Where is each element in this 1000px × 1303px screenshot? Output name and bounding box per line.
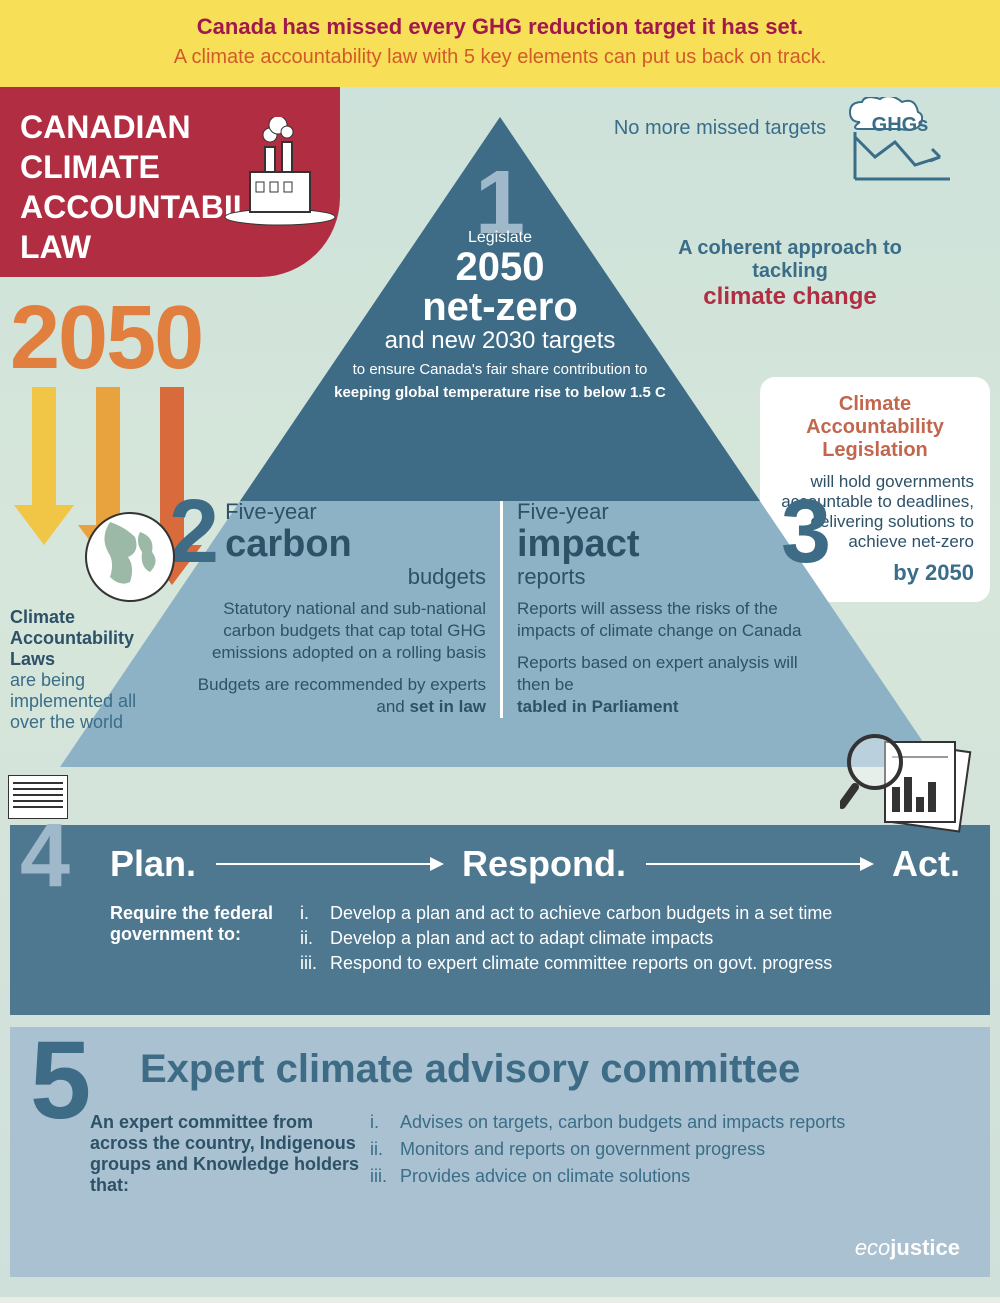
item-text: Monitors and reports on government progr…	[400, 1139, 765, 1159]
step-3-body2b: tabled in Parliament	[517, 697, 679, 716]
step-5: 5 Expert climate advisory committee An e…	[10, 1027, 990, 1277]
step-2-body2: Budgets are recommended by experts and s…	[169, 674, 486, 718]
step-2-pre: Five-year	[225, 501, 486, 523]
step-4-lead: Require the federal government to:	[110, 903, 300, 978]
item-text: Develop a plan and act to achieve carbon…	[330, 903, 832, 923]
step-1-headline1: 2050	[320, 247, 680, 287]
step-5-number: 5	[30, 1042, 91, 1119]
spreadsheet-icon	[8, 775, 68, 819]
step-4: 4 Plan. Respond. Act. Require the federa…	[10, 825, 990, 1015]
roman: ii.	[300, 928, 330, 949]
step-4-word-respond: Respond.	[462, 843, 626, 885]
step-3-post: reports	[517, 566, 775, 588]
step-1-sub3: keeping global temperature rise to below…	[320, 384, 680, 401]
step-2-body2b: set in law	[409, 697, 486, 716]
globe-icon	[80, 507, 180, 612]
hero-area: CANADIAN CLIMATE ACCOUNTABILITY LAW 2050…	[0, 87, 1000, 1297]
list-item: iii.Respond to expert climate committee …	[300, 953, 832, 974]
step-1: 1 Legislate 2050 net-zero and new 2030 t…	[320, 167, 680, 401]
step-2-post: budgets	[225, 566, 486, 588]
arrow-right-icon	[216, 863, 442, 865]
step-4-number: 4	[20, 825, 70, 888]
banner-line2: A climate accountability law with 5 key …	[20, 46, 980, 69]
step-5-title: Expert climate advisory committee	[140, 1047, 960, 1092]
list-item: i.Advises on targets, carbon budgets and…	[370, 1112, 845, 1133]
roman: iii.	[370, 1166, 400, 1187]
magnifier-icon	[840, 727, 980, 842]
step-3-pre: Five-year	[517, 501, 775, 523]
list-item: ii.Develop a plan and act to adapt clima…	[300, 928, 832, 949]
steps-2-3: 2 Five-year carbon budgets Statutory nat…	[155, 501, 845, 718]
step-3-keyword: impact	[517, 523, 775, 566]
globe-text-title: Climate Accountability Laws	[10, 607, 134, 669]
step-1-sub2: to ensure Canada's fair share contributi…	[320, 361, 680, 378]
step-3-number: 3	[781, 501, 831, 564]
list-item: ii.Monitors and reports on government pr…	[370, 1139, 845, 1160]
step-3-body2: Reports based on expert analysis will th…	[517, 652, 831, 718]
roman: i.	[300, 903, 330, 924]
brand-eco: eco	[855, 1235, 890, 1260]
item-text: Develop a plan and act to adapt climate …	[330, 928, 713, 948]
step-3-body1: Reports will assess the risks of the imp…	[517, 598, 831, 642]
step-4-word-act: Act.	[892, 843, 960, 885]
step-4-word-plan: Plan.	[110, 843, 196, 885]
item-text: Provides advice on climate solutions	[400, 1166, 690, 1186]
step-2-keyword: carbon	[225, 523, 486, 566]
globe-text: Climate Accountability Laws are being im…	[10, 607, 160, 733]
banner: Canada has missed every GHG reduction ta…	[0, 0, 1000, 87]
item-text: Advises on targets, carbon budgets and i…	[400, 1112, 845, 1132]
item-text: Respond to expert climate committee repo…	[330, 953, 832, 973]
brand-logo: ecojustice	[855, 1235, 960, 1261]
step-1-sub1: and new 2030 targets	[320, 327, 680, 355]
banner-line1: Canada has missed every GHG reduction ta…	[20, 14, 980, 40]
list-item: iii.Provides advice on climate solutions	[370, 1166, 845, 1187]
arrow-right-icon	[646, 863, 872, 865]
step-3: Five-year impact reports 3 Reports will …	[500, 501, 845, 718]
step-5-lead: An expert committee from across the coun…	[90, 1112, 370, 1196]
step-4-list: i.Develop a plan and act to achieve carb…	[300, 903, 832, 978]
step-3-body2a: Reports based on expert analysis will th…	[517, 653, 798, 694]
globe-text-body: are being implemented all over the world	[10, 670, 136, 732]
step-5-list: i.Advises on targets, carbon budgets and…	[370, 1112, 845, 1196]
step-2: 2 Five-year carbon budgets Statutory nat…	[155, 501, 500, 718]
step-2-body1: Statutory national and sub-national carb…	[169, 598, 486, 664]
list-item: i.Develop a plan and act to achieve carb…	[300, 903, 832, 924]
step-1-headline2: net-zero	[320, 287, 680, 327]
roman: iii.	[300, 953, 330, 974]
roman: ii.	[370, 1139, 400, 1160]
brand-justice: justice	[890, 1235, 960, 1260]
roman: i.	[370, 1112, 400, 1133]
